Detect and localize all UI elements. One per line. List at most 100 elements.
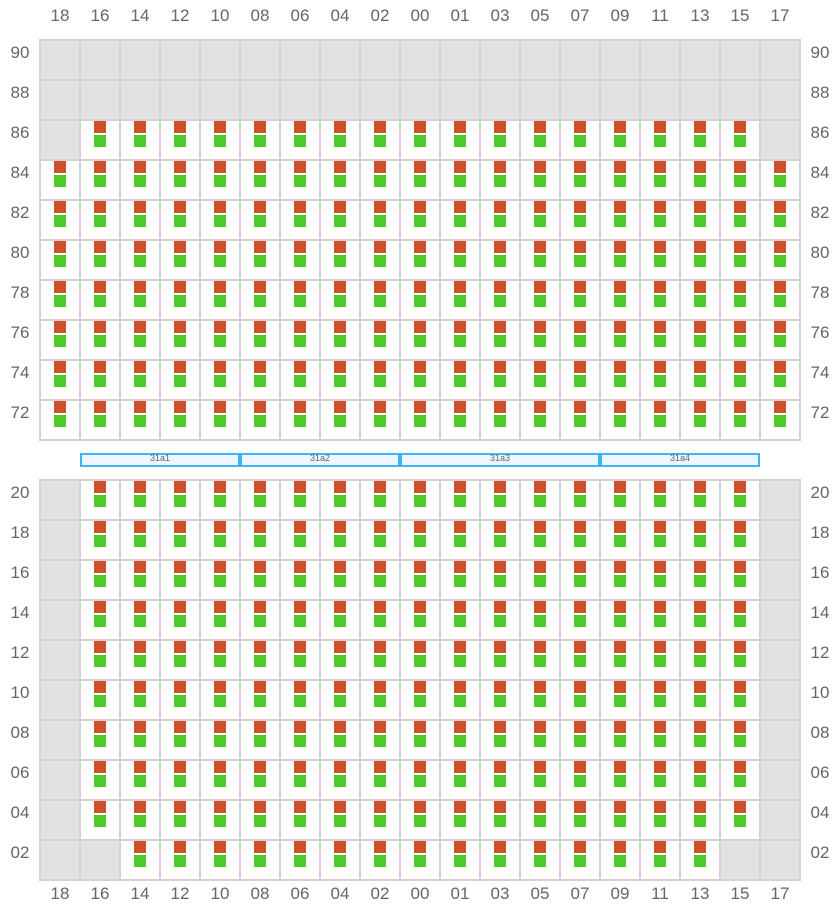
seat-cell[interactable]	[161, 481, 201, 521]
seat-cell[interactable]	[721, 161, 761, 201]
seat-cell[interactable]	[561, 761, 601, 801]
seat-cell[interactable]	[481, 681, 521, 721]
seat-cell[interactable]	[601, 361, 641, 401]
seat-cell[interactable]	[321, 721, 361, 761]
seat-cell[interactable]	[481, 641, 521, 681]
seat-cell[interactable]	[361, 161, 401, 201]
seat-cell[interactable]	[241, 161, 281, 201]
seat-cell[interactable]	[401, 161, 441, 201]
seat-cell[interactable]	[121, 561, 161, 601]
seat-cell[interactable]	[401, 321, 441, 361]
seat-cell[interactable]	[241, 481, 281, 521]
seat-cell[interactable]	[681, 321, 721, 361]
seat-cell[interactable]	[441, 201, 481, 241]
seat-cell[interactable]	[241, 241, 281, 281]
seat-cell[interactable]	[441, 641, 481, 681]
seat-cell[interactable]	[361, 481, 401, 521]
seat-cell[interactable]	[201, 161, 241, 201]
seat-cell[interactable]	[521, 841, 561, 881]
seat-cell[interactable]	[161, 401, 201, 441]
seat-cell[interactable]	[481, 321, 521, 361]
seat-cell[interactable]	[601, 521, 641, 561]
seat-cell[interactable]	[761, 281, 801, 321]
seat-cell[interactable]	[441, 321, 481, 361]
seat-cell[interactable]	[481, 841, 521, 881]
seat-cell[interactable]	[241, 681, 281, 721]
seat-cell[interactable]	[601, 761, 641, 801]
seat-cell[interactable]	[721, 121, 761, 161]
segment-31a3[interactable]: 31a3	[400, 453, 600, 467]
seat-cell[interactable]	[441, 161, 481, 201]
seat-cell[interactable]	[641, 481, 681, 521]
seat-cell[interactable]	[241, 361, 281, 401]
seat-cell[interactable]	[401, 201, 441, 241]
seat-cell[interactable]	[401, 481, 441, 521]
seat-cell[interactable]	[561, 281, 601, 321]
seat-cell[interactable]	[121, 241, 161, 281]
seat-cell[interactable]	[321, 521, 361, 561]
seat-cell[interactable]	[761, 161, 801, 201]
seat-cell[interactable]	[161, 601, 201, 641]
seat-cell[interactable]	[81, 401, 121, 441]
seat-cell[interactable]	[721, 681, 761, 721]
seat-cell[interactable]	[441, 521, 481, 561]
seat-cell[interactable]	[321, 641, 361, 681]
seat-cell[interactable]	[81, 241, 121, 281]
seat-cell[interactable]	[361, 241, 401, 281]
seat-cell[interactable]	[601, 241, 641, 281]
seat-cell[interactable]	[81, 161, 121, 201]
seat-cell[interactable]	[361, 521, 401, 561]
seat-cell[interactable]	[401, 561, 441, 601]
seat-cell[interactable]	[681, 721, 721, 761]
seat-cell[interactable]	[201, 201, 241, 241]
seat-cell[interactable]	[41, 401, 81, 441]
seat-cell[interactable]	[401, 641, 441, 681]
seat-cell[interactable]	[521, 481, 561, 521]
seat-cell[interactable]	[401, 801, 441, 841]
seat-cell[interactable]	[161, 241, 201, 281]
seat-cell[interactable]	[321, 121, 361, 161]
seat-cell[interactable]	[401, 601, 441, 641]
seat-cell[interactable]	[121, 201, 161, 241]
seat-cell[interactable]	[41, 321, 81, 361]
seat-cell[interactable]	[401, 121, 441, 161]
seat-cell[interactable]	[561, 801, 601, 841]
seat-cell[interactable]	[321, 561, 361, 601]
seat-cell[interactable]	[361, 841, 401, 881]
seat-cell[interactable]	[521, 641, 561, 681]
seat-cell[interactable]	[481, 241, 521, 281]
seat-cell[interactable]	[361, 681, 401, 721]
seat-cell[interactable]	[561, 321, 601, 361]
seat-cell[interactable]	[561, 681, 601, 721]
seat-cell[interactable]	[521, 281, 561, 321]
seat-cell[interactable]	[721, 521, 761, 561]
seat-cell[interactable]	[481, 361, 521, 401]
seat-cell[interactable]	[761, 321, 801, 361]
seat-cell[interactable]	[201, 761, 241, 801]
seat-cell[interactable]	[361, 561, 401, 601]
seat-cell[interactable]	[681, 281, 721, 321]
seat-cell[interactable]	[641, 841, 681, 881]
seat-cell[interactable]	[281, 401, 321, 441]
seat-cell[interactable]	[721, 321, 761, 361]
seat-cell[interactable]	[641, 721, 681, 761]
seat-cell[interactable]	[281, 601, 321, 641]
seat-cell[interactable]	[641, 681, 681, 721]
seat-cell[interactable]	[521, 521, 561, 561]
seat-cell[interactable]	[521, 321, 561, 361]
seat-cell[interactable]	[241, 321, 281, 361]
seat-cell[interactable]	[601, 281, 641, 321]
seat-cell[interactable]	[281, 241, 321, 281]
seat-cell[interactable]	[81, 681, 121, 721]
seat-cell[interactable]	[601, 401, 641, 441]
seat-cell[interactable]	[281, 281, 321, 321]
seat-cell[interactable]	[521, 561, 561, 601]
seat-cell[interactable]	[201, 361, 241, 401]
seat-cell[interactable]	[481, 761, 521, 801]
seat-cell[interactable]	[81, 761, 121, 801]
seat-cell[interactable]	[281, 121, 321, 161]
seat-cell[interactable]	[201, 681, 241, 721]
seat-cell[interactable]	[761, 401, 801, 441]
seat-cell[interactable]	[281, 201, 321, 241]
seat-cell[interactable]	[441, 761, 481, 801]
